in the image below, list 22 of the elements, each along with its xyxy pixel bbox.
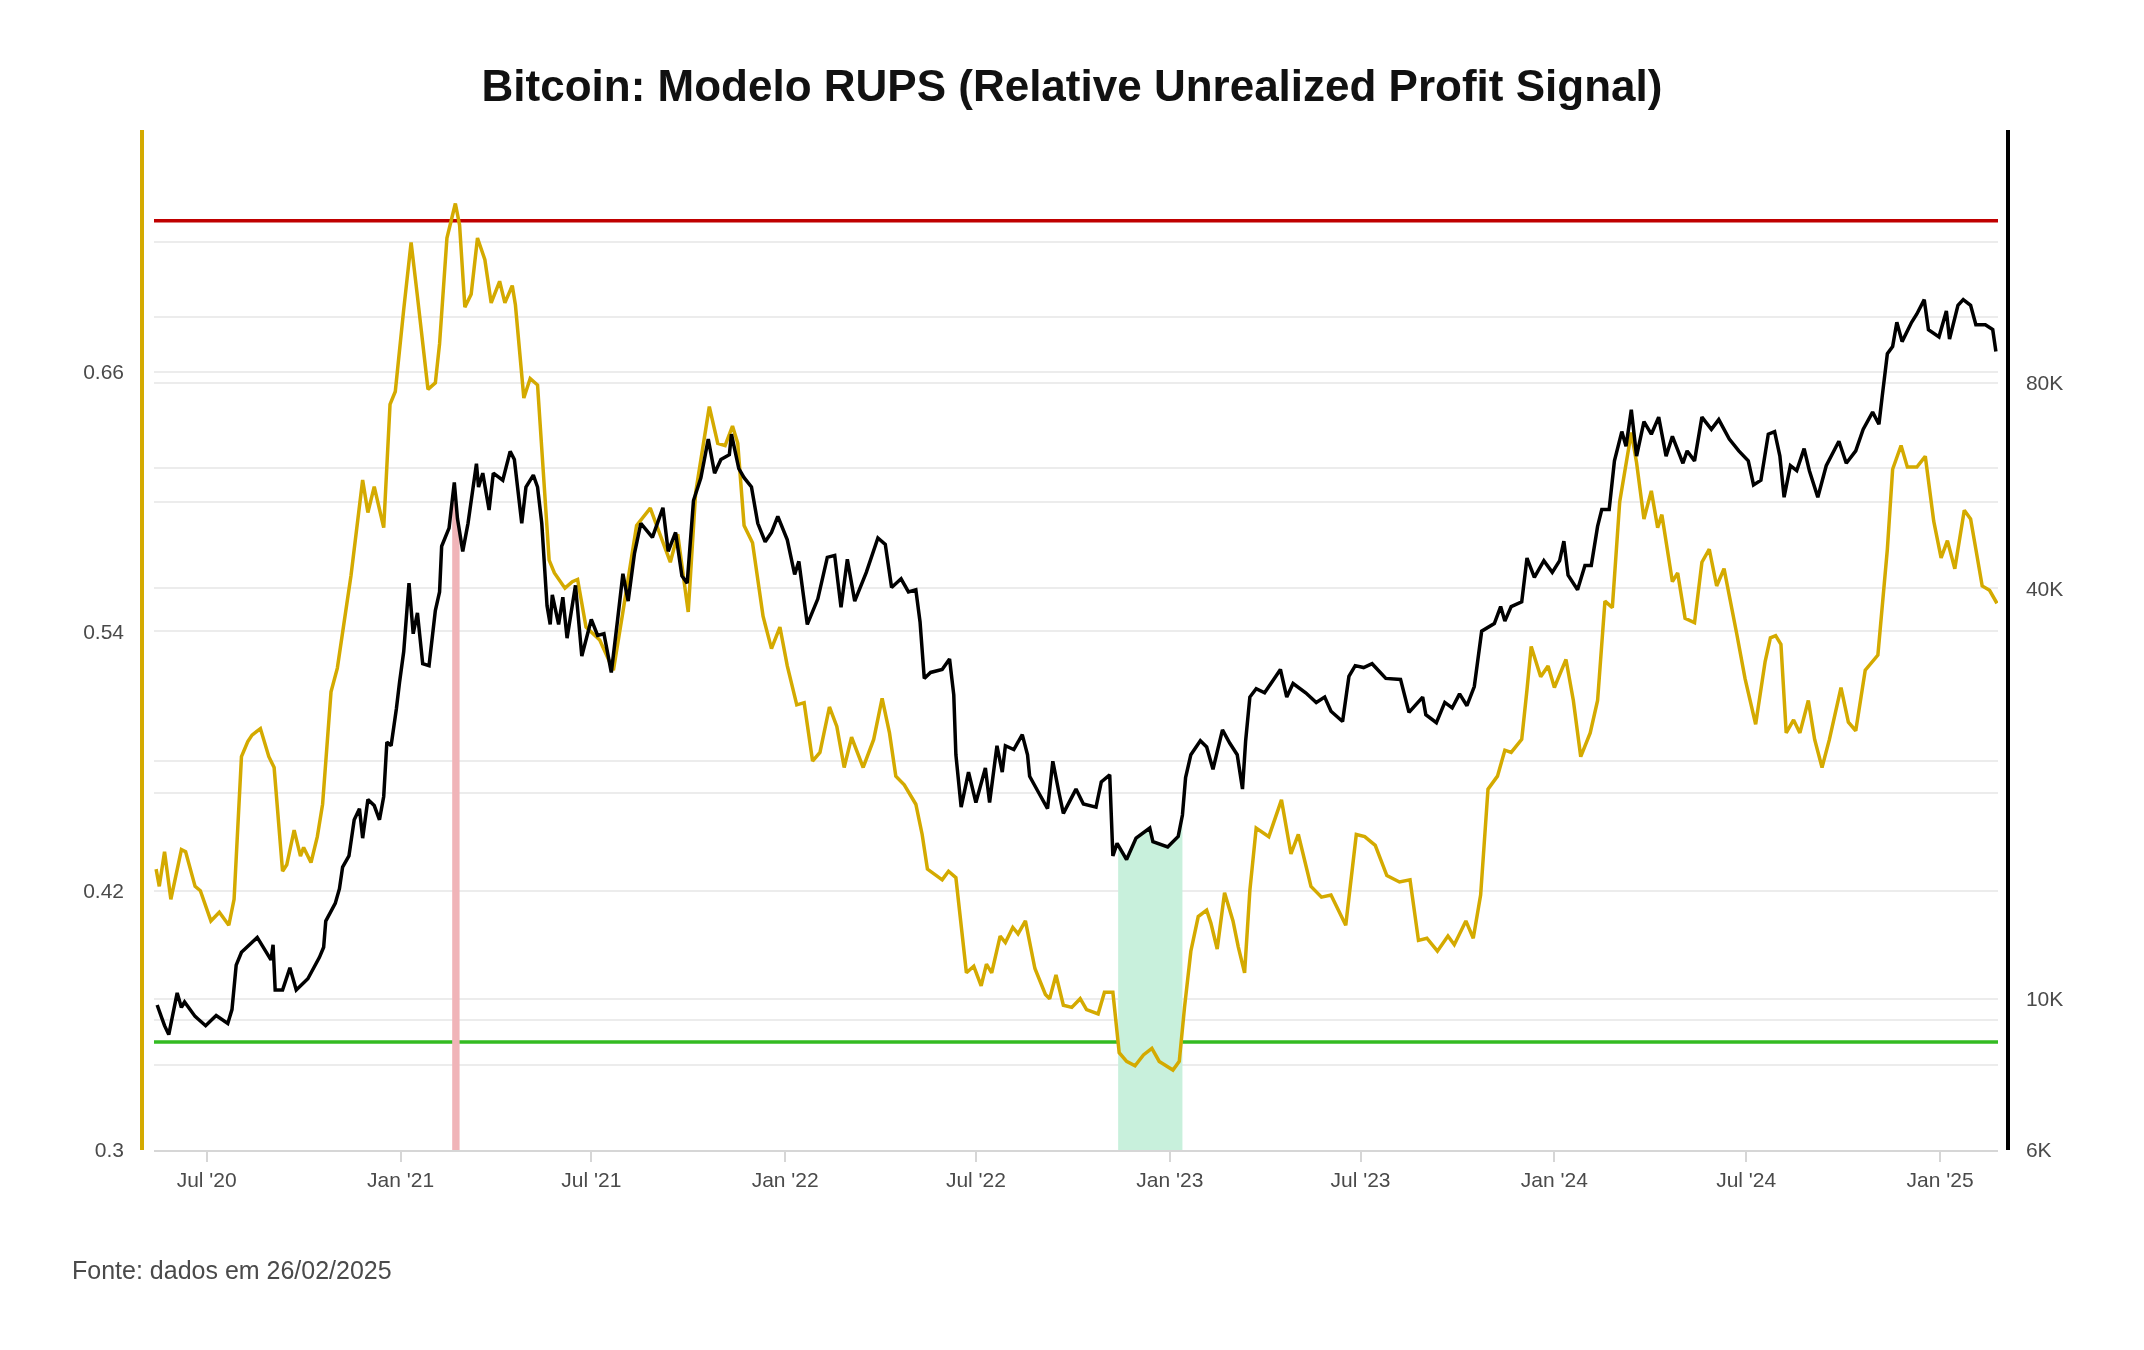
x-tick-label: Jul '24 [1716, 1168, 1777, 1192]
line-series [155, 297, 1998, 1037]
y2-tick-label: 6K [2025, 1138, 2052, 1162]
x-tick-label: Jul '20 [176, 1168, 237, 1192]
y2-tick-label: 10K [2025, 987, 2064, 1011]
chart-title: Bitcoin: Modelo RUPS (Relative Unrealized Profit Signal) [481, 61, 1663, 111]
y-tick-label: 0.54 [83, 619, 125, 643]
x-tick-label: Jan '25 [1906, 1168, 1974, 1192]
y2-tick-label: 40K [2025, 576, 2064, 600]
y-tick-label: 0.42 [83, 879, 125, 903]
x-tick-label: Jan '24 [1520, 1168, 1589, 1192]
x-tick-label: Jan '23 [1136, 1168, 1204, 1192]
x-tick-label: Jul '23 [1330, 1168, 1391, 1192]
x-tick-label: Jul '21 [561, 1168, 622, 1192]
y-tick-label: 0.3 [94, 1138, 125, 1162]
y2-tick-label: 80K [2025, 371, 2064, 395]
y-tick-label: 0.66 [83, 360, 125, 384]
source-note: Fonte: dados em 26/02/2025 [72, 1256, 392, 1284]
x-tick-label: Jan '21 [367, 1168, 435, 1192]
line-series [154, 201, 1998, 1072]
x-tick-label: Jul '22 [945, 1168, 1006, 1192]
x-tick-label: Jan '22 [751, 1168, 819, 1192]
